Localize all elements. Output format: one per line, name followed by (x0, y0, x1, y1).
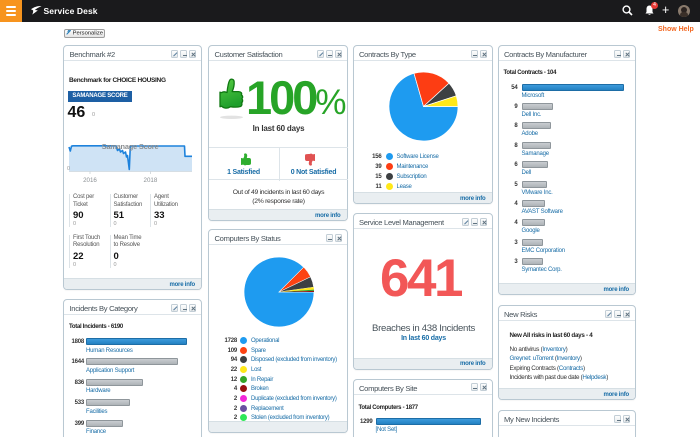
svg-text:Samanage Score: Samanage Score (102, 142, 159, 151)
svg-text:0: 0 (67, 166, 70, 172)
svg-text:2016: 2016 (83, 177, 97, 184)
svg-text:2018: 2018 (144, 177, 158, 184)
